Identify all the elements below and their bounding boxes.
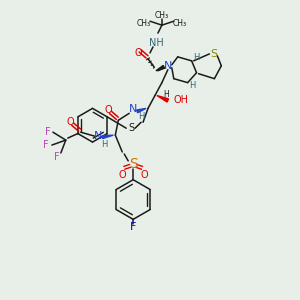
Text: S: S xyxy=(210,49,217,59)
Polygon shape xyxy=(156,65,164,71)
Text: CH₃: CH₃ xyxy=(173,19,187,28)
Text: N: N xyxy=(129,104,137,114)
Text: OH: OH xyxy=(174,95,189,106)
Text: CH₃: CH₃ xyxy=(137,19,151,28)
Text: H: H xyxy=(194,53,200,62)
Polygon shape xyxy=(157,95,169,102)
Text: F: F xyxy=(54,152,60,162)
Text: O: O xyxy=(105,105,112,116)
Text: NH: NH xyxy=(148,38,163,48)
Text: H: H xyxy=(101,140,108,148)
Text: H: H xyxy=(189,81,196,90)
Text: H: H xyxy=(138,112,144,121)
Text: O: O xyxy=(67,117,75,127)
Text: CH₃: CH₃ xyxy=(155,11,169,20)
Text: H: H xyxy=(163,90,169,99)
Text: O: O xyxy=(140,170,148,180)
Text: O: O xyxy=(118,170,126,180)
Text: F: F xyxy=(130,222,136,232)
Text: F: F xyxy=(43,140,49,150)
Text: S: S xyxy=(129,157,137,171)
Polygon shape xyxy=(102,135,113,139)
Polygon shape xyxy=(137,108,146,113)
Text: N: N xyxy=(94,131,103,141)
Text: N: N xyxy=(164,61,172,71)
Text: S: S xyxy=(128,123,134,133)
Text: F: F xyxy=(45,127,51,137)
Text: O: O xyxy=(134,48,142,58)
